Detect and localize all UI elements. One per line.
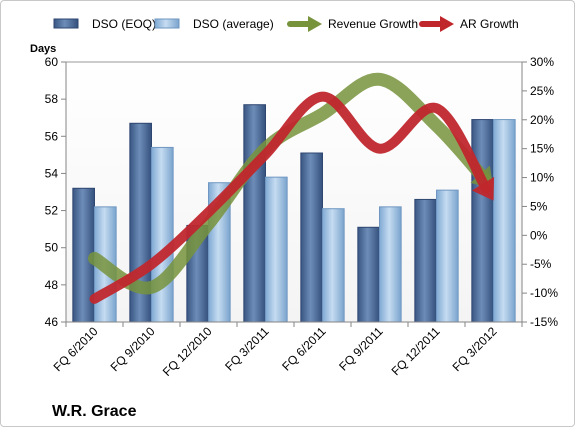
y2-tick-label: 10% xyxy=(530,171,554,185)
legend: DSO (EOQ) DSO (average) Revenue Growth AR G… xyxy=(53,16,519,32)
y2-tick-label: -15% xyxy=(530,315,558,329)
bar-dso-eoq-6 xyxy=(414,198,437,323)
y-tick-label-54: 54 xyxy=(45,166,59,180)
legend-arrowhead-ar-growth xyxy=(440,16,454,32)
y2-tick-label: 25% xyxy=(530,84,554,98)
y-tick-label-50: 50 xyxy=(45,241,59,255)
lines-group xyxy=(88,72,495,304)
y2-tick-label: -5% xyxy=(530,257,552,271)
y-tick-label-52: 52 xyxy=(45,204,59,218)
x-tick-label: FQ 12/2010 xyxy=(160,324,215,379)
bar-dso-average-3 xyxy=(265,176,288,323)
y2-tick-label: 30% xyxy=(530,55,554,69)
legend-arrowhead-revenue-growth xyxy=(308,16,322,32)
y2-tick-label: 15% xyxy=(530,142,554,156)
legend-label-dso-eoq-: DSO (EOQ) xyxy=(92,17,156,31)
y2-tick-label: 20% xyxy=(530,113,554,127)
legend-label-ar-growth: AR Growth xyxy=(460,17,519,31)
bar-dso-average-1 xyxy=(151,146,174,323)
x-tick-label: FQ 12/2011 xyxy=(389,324,443,378)
bar-dso-eoq-3 xyxy=(243,104,266,323)
y-tick-label-58: 58 xyxy=(45,92,59,106)
x-tick-label: FQ 9/2011 xyxy=(336,324,386,374)
legend-swatch-dso-eoq- xyxy=(53,18,79,29)
company-label: W.R. Grace xyxy=(52,403,137,420)
y-tick-label-46: 46 xyxy=(45,315,59,329)
legend-label-dso-average-: DSO (average) xyxy=(193,17,274,31)
x-tick-label: FQ 6/2010 xyxy=(51,324,101,374)
bar-dso-average-5 xyxy=(379,206,402,323)
bar-dso-average-6 xyxy=(436,189,459,323)
x-tick-label: FQ 3/2011 xyxy=(222,324,272,374)
y-tick-label-56: 56 xyxy=(45,129,59,143)
x-tick-label: FQ 6/2011 xyxy=(279,324,329,374)
bar-dso-eoq-7 xyxy=(471,119,494,323)
y2-tick-label: 0% xyxy=(530,228,548,242)
x-tick-label: FQ 9/2010 xyxy=(108,324,158,374)
bar-dso-average-7 xyxy=(493,119,516,323)
ar-growth-line xyxy=(89,91,492,304)
legend-label-revenue-growth: Revenue Growth xyxy=(328,17,418,31)
bar-dso-eoq-5 xyxy=(357,226,380,323)
legend-swatch-dso-average- xyxy=(154,18,180,29)
y2-tick-label: -10% xyxy=(530,286,558,300)
y-tick-label-60: 60 xyxy=(45,55,59,69)
bar-dso-eoq-4 xyxy=(300,152,323,323)
y-axis-title: Days xyxy=(30,43,56,55)
ar-growth-arrowhead xyxy=(471,176,495,201)
bar-dso-average-4 xyxy=(322,208,345,323)
y-tick-label-48: 48 xyxy=(45,278,59,292)
x-tick-label: FQ 3/2012 xyxy=(450,324,500,374)
y2-tick-label: 5% xyxy=(530,199,548,213)
